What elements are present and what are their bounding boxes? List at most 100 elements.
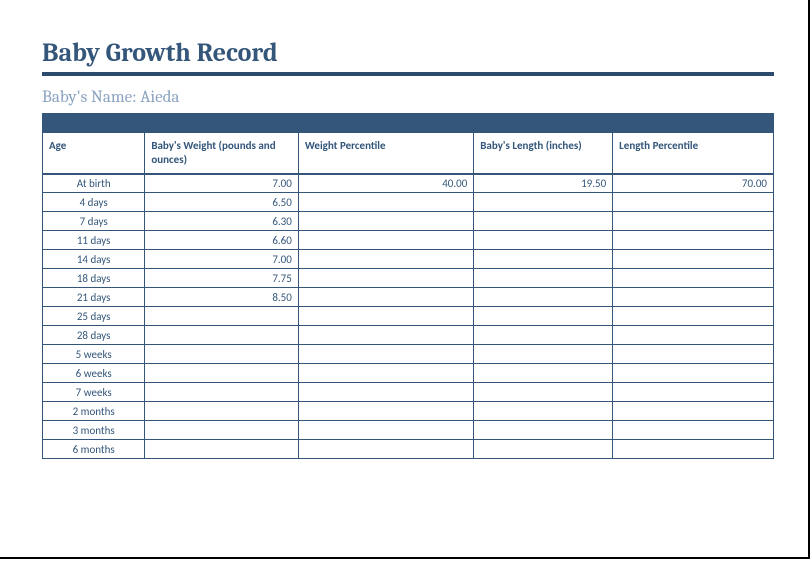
cell-lpct [613,269,774,288]
col-wpct: Weight Percentile [298,133,473,174]
col-length: Baby's Length (inches) [474,133,613,174]
cell-age: 7 days [43,212,145,231]
table-row: 6 months [43,440,774,459]
cell-wpct [298,250,473,269]
growth-table: Age Baby's Weight (pounds and ounces) We… [42,133,774,459]
cell-age: 4 days [43,193,145,212]
cell-age: At birth [43,174,145,193]
cell-wpct [298,364,473,383]
cell-weight [145,307,299,326]
document-page: Baby Growth Record Baby's Name: Aieda Ag… [0,0,810,559]
cell-age: 14 days [43,250,145,269]
cell-wpct [298,269,473,288]
col-weight: Baby's Weight (pounds and ounces) [145,133,299,174]
table-row: 6 weeks [43,364,774,383]
table-row: 28 days [43,326,774,345]
cell-age: 11 days [43,231,145,250]
cell-lpct [613,212,774,231]
cell-weight: 6.60 [145,231,299,250]
cell-wpct [298,326,473,345]
cell-length [474,231,613,250]
cell-age: 25 days [43,307,145,326]
cell-lpct [613,193,774,212]
cell-age: 6 months [43,440,145,459]
table-row: 7 days6.30 [43,212,774,231]
cell-length [474,250,613,269]
cell-age: 3 months [43,421,145,440]
cell-length [474,288,613,307]
cell-age: 28 days [43,326,145,345]
cell-weight [145,345,299,364]
cell-weight: 7.75 [145,269,299,288]
table-row: 25 days [43,307,774,326]
cell-weight [145,364,299,383]
cell-length [474,212,613,231]
cell-length: 19.50 [474,174,613,193]
table-row: 2 months [43,402,774,421]
table-row: 11 days6.60 [43,231,774,250]
cell-wpct [298,231,473,250]
cell-wpct [298,383,473,402]
cell-lpct [613,288,774,307]
cell-weight [145,421,299,440]
cell-wpct [298,440,473,459]
cell-lpct: 70.00 [613,174,774,193]
cell-lpct [613,402,774,421]
cell-length [474,269,613,288]
cell-length [474,421,613,440]
cell-age: 6 weeks [43,364,145,383]
table-row: 5 weeks [43,345,774,364]
cell-weight [145,326,299,345]
cell-wpct [298,345,473,364]
cell-weight: 6.30 [145,212,299,231]
table-row: 21 days8.50 [43,288,774,307]
cell-age: 18 days [43,269,145,288]
cell-weight [145,440,299,459]
page-title: Baby Growth Record [42,38,774,76]
cell-lpct [613,421,774,440]
table-row: 4 days6.50 [43,193,774,212]
cell-length [474,383,613,402]
cell-wpct [298,402,473,421]
cell-wpct: 40.00 [298,174,473,193]
table-row: At birth7.0040.0019.5070.00 [43,174,774,193]
cell-weight: 6.50 [145,193,299,212]
cell-wpct [298,288,473,307]
table-row: 18 days7.75 [43,269,774,288]
cell-weight [145,402,299,421]
cell-wpct [298,307,473,326]
cell-lpct [613,345,774,364]
cell-length [474,402,613,421]
cell-lpct [613,326,774,345]
cell-age: 21 days [43,288,145,307]
cell-age: 7 weeks [43,383,145,402]
cell-weight: 7.00 [145,250,299,269]
cell-length [474,440,613,459]
table-row: 14 days7.00 [43,250,774,269]
cell-lpct [613,383,774,402]
cell-lpct [613,364,774,383]
col-lpct: Length Percentile [613,133,774,174]
cell-lpct [613,231,774,250]
cell-length [474,307,613,326]
col-age: Age [43,133,145,174]
cell-weight: 8.50 [145,288,299,307]
cell-length [474,345,613,364]
cell-length [474,326,613,345]
cell-weight: 7.00 [145,174,299,193]
cell-lpct [613,250,774,269]
cell-weight [145,383,299,402]
cell-lpct [613,307,774,326]
table-row: 7 weeks [43,383,774,402]
cell-wpct [298,421,473,440]
table-row: 3 months [43,421,774,440]
header-bar [42,113,774,133]
cell-wpct [298,193,473,212]
cell-length [474,364,613,383]
table-header-row: Age Baby's Weight (pounds and ounces) We… [43,133,774,174]
cell-lpct [613,440,774,459]
baby-name-line: Baby's Name: Aieda [42,88,774,107]
cell-age: 2 months [43,402,145,421]
cell-wpct [298,212,473,231]
cell-length [474,193,613,212]
